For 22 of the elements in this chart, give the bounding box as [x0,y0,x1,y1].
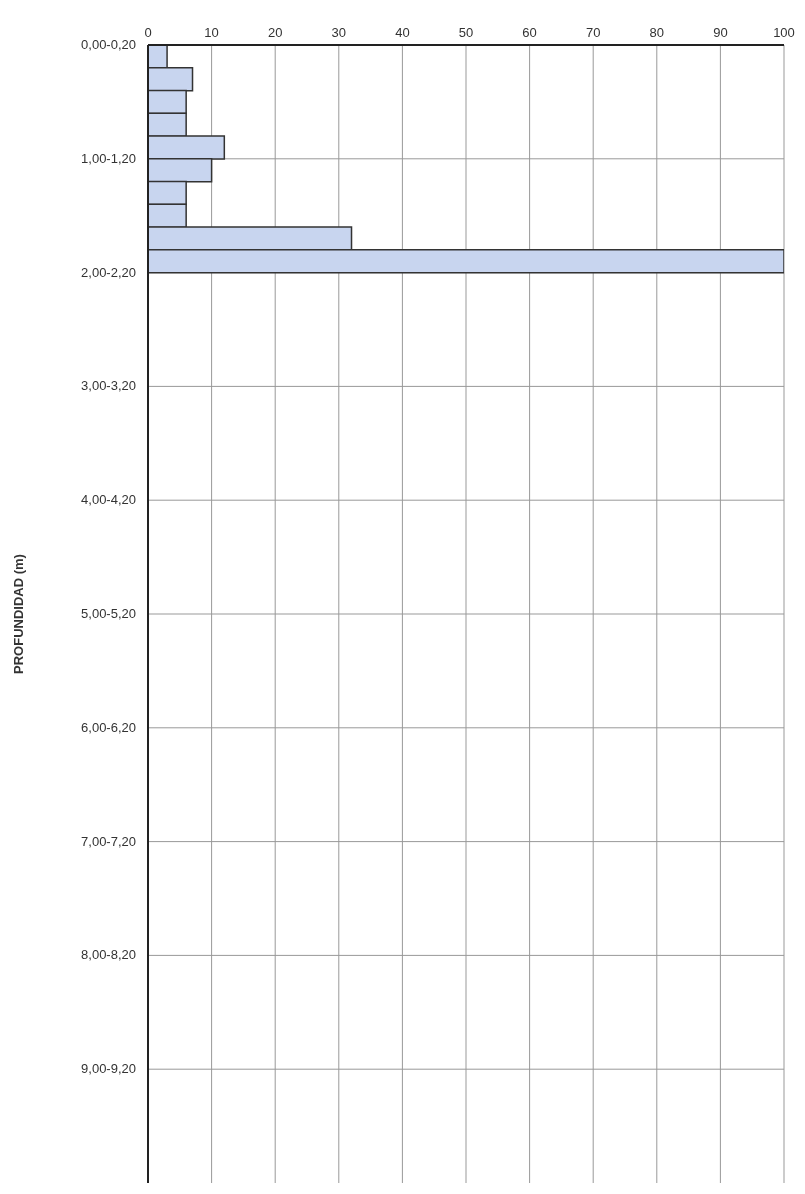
y-tick-label: 0,00-0,20 [81,37,136,52]
y-tick-label: 1,00-1,20 [81,150,136,166]
x-tick-label: 50 [458,25,474,40]
y-tick-label: 7,00-7,20 [81,833,136,849]
y-tick-label: 2,00-2,20 [81,264,136,280]
y-axis-title: PROFUNDIDAD (m) [10,554,26,674]
x-tick-label: 30 [331,25,347,40]
x-tick-label: 10 [204,25,219,40]
y-tick-label: 3,00-3,20 [81,378,136,394]
y-tick-label: 8,00-8,20 [81,947,136,963]
x-tick-label: 60 [522,25,537,40]
y-tick-label: 9,00-9,20 [81,1061,136,1077]
y-tick-label: 5,00-5,20 [81,606,136,621]
y-tick-label: 4,00-4,20 [81,492,136,508]
x-tick-label: 90 [713,25,728,40]
y-tick-label: 6,00-6,20 [81,719,136,735]
x-tick-label: 20 [267,25,283,40]
x-tick-label: 40 [395,25,410,40]
x-tick-label: 100 [773,25,795,40]
x-tick-label: 80 [649,25,665,40]
x-tick-label: 70 [585,25,601,40]
x-tick-label: 0 [144,25,152,40]
